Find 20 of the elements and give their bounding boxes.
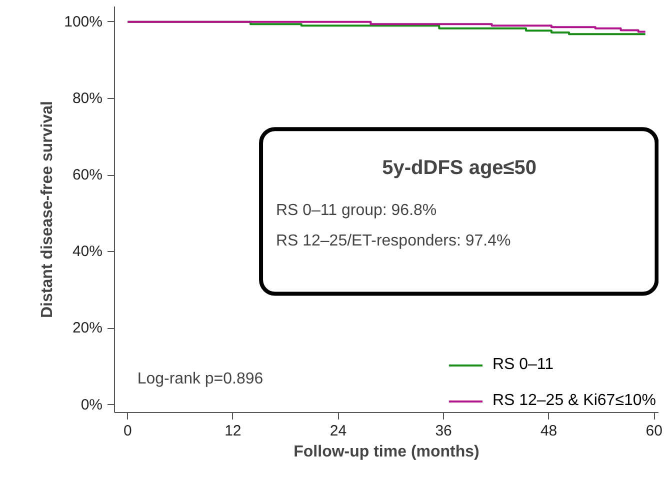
annotation: RS 12–25/ET-responders: 97.4%	[276, 232, 511, 250]
x-tick-label: 60	[646, 422, 662, 440]
annotation: RS 0–11 group: 96.8%	[276, 202, 437, 220]
y-tick-label: 60%	[72, 166, 103, 184]
x-tick-label: 24	[330, 422, 347, 440]
x-tick-label: 48	[540, 422, 558, 440]
y-tick-label: 20%	[72, 320, 103, 337]
legend-label: RS 0–11	[492, 356, 554, 374]
y-tick-label: 40%	[72, 243, 103, 260]
y-axis-title: Distant disease-free survival	[39, 100, 56, 318]
y-tick-label: 0%	[80, 396, 103, 414]
y-tick-label: 80%	[72, 90, 103, 107]
y-tick-label: 100%	[64, 13, 103, 30]
x-axis-title: Follow-up time (months)	[294, 444, 480, 460]
annotation: Log-rank p=0.896	[137, 370, 264, 388]
x-tick-label: 12	[224, 422, 242, 440]
x-tick-label: 0	[123, 422, 132, 440]
annotation: 5y-dDFS age≤50	[382, 156, 537, 179]
x-tick-label: 36	[435, 422, 452, 440]
legend-label: RS 12–25 & Ki67≤10%	[492, 392, 656, 410]
